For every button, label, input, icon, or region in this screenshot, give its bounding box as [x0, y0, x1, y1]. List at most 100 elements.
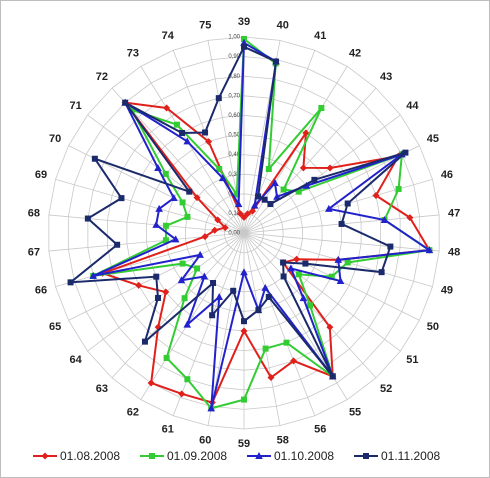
data-point [91, 155, 98, 162]
spoke [55, 178, 245, 234]
category-label: 39 [238, 16, 250, 28]
category-label: 48 [448, 246, 460, 258]
category-label: 62 [127, 406, 139, 418]
data-point [84, 215, 91, 222]
category-label: 49 [441, 285, 453, 297]
data-point [179, 130, 186, 137]
legend-marker [363, 453, 369, 459]
data-point [378, 269, 385, 276]
legend-label: 01.08.2008 [60, 449, 120, 463]
spoke [111, 232, 245, 379]
spoke [243, 232, 440, 252]
spoke [243, 114, 401, 234]
data-point [273, 192, 281, 200]
data-point [265, 293, 272, 300]
category-label: 65 [49, 321, 61, 333]
r-tick-label: 0,30 [228, 172, 240, 178]
category-label: 55 [349, 406, 361, 418]
data-point [209, 312, 216, 319]
category-label: 41 [314, 30, 326, 42]
spoke [243, 232, 316, 416]
data-point [299, 164, 307, 172]
spoke [140, 66, 245, 234]
data-point [261, 196, 268, 203]
data-point [201, 233, 209, 241]
data-point [262, 345, 269, 352]
data-point [205, 138, 213, 146]
category-label: 46 [441, 169, 453, 181]
legend-marker [255, 452, 263, 459]
r-tick-label: 1,00 [228, 35, 240, 41]
data-point [135, 281, 143, 289]
category-label: 56 [314, 424, 326, 436]
data-point [240, 327, 248, 335]
data-point [299, 294, 308, 302]
legend-marker [149, 453, 155, 459]
data-point [380, 215, 389, 223]
data-point [311, 176, 318, 183]
category-label: 72 [96, 71, 108, 83]
data-point [293, 255, 301, 263]
category-label: 68 [28, 207, 40, 219]
data-point [122, 99, 129, 106]
category-label: 43 [380, 71, 392, 83]
data-point [202, 129, 209, 136]
category-label: 52 [380, 383, 392, 395]
data-point [114, 241, 121, 248]
data-point [118, 195, 125, 202]
legend-label: 01.10.2008 [274, 449, 334, 463]
series [67, 43, 409, 380]
data-point [184, 213, 191, 220]
data-point [179, 260, 186, 267]
data-point [179, 199, 186, 206]
category-label: 61 [162, 424, 174, 436]
data-point [236, 210, 244, 218]
spoke [55, 232, 245, 288]
data-point [255, 307, 262, 314]
data-point [240, 213, 248, 221]
category-label: 60 [199, 434, 211, 446]
data-point [141, 338, 148, 345]
data-point [250, 201, 259, 209]
legend-marker [41, 452, 49, 460]
data-point [271, 179, 279, 187]
data-point [170, 194, 178, 202]
data-point [207, 404, 216, 412]
category-label: 45 [427, 133, 439, 145]
data-point [155, 204, 163, 212]
data-point [240, 268, 248, 276]
spoke [48, 232, 245, 252]
category-label: 70 [49, 133, 61, 145]
spoke [243, 232, 281, 426]
data-point [216, 166, 223, 173]
data-point [183, 320, 192, 328]
spoke [48, 214, 245, 234]
data-point [193, 194, 201, 202]
data-point [265, 166, 272, 173]
data-point [395, 186, 402, 193]
data-point [344, 259, 351, 266]
data-point [372, 191, 380, 199]
data-point [162, 170, 169, 177]
data-point [329, 373, 336, 380]
data-point [290, 357, 298, 365]
data-point [344, 200, 351, 207]
category-label: 73 [127, 48, 139, 60]
data-point [194, 265, 201, 272]
data-point [183, 137, 192, 145]
data-point [221, 224, 229, 232]
legend-label: 01.09.2008 [167, 449, 227, 463]
data-point [67, 279, 74, 286]
r-tick-label: 0,10 [228, 211, 240, 217]
category-label: 44 [406, 100, 419, 112]
category-label: 66 [35, 285, 47, 297]
data-point [406, 214, 414, 222]
data-point [184, 376, 191, 383]
data-point [89, 271, 97, 279]
data-point [244, 210, 252, 218]
data-point [152, 220, 160, 228]
series [90, 35, 433, 412]
r-tick-label: 0,60 [228, 113, 240, 119]
data-point [425, 246, 434, 254]
